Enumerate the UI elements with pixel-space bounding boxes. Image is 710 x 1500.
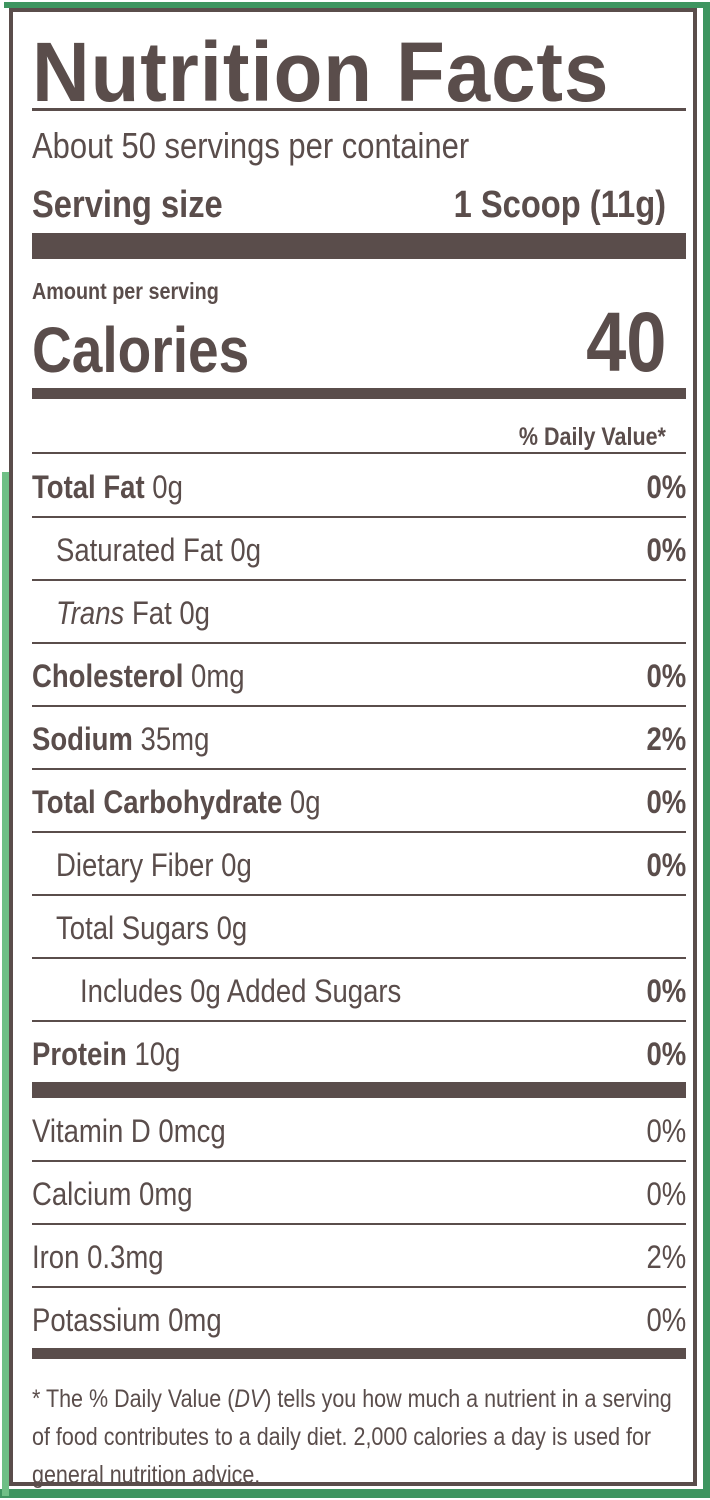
nutrient-amount: 10g	[134, 1036, 181, 1072]
nutrient-row-trans-fat: Trans Fat 0g	[32, 581, 686, 644]
nutrient-amount: 0g	[230, 532, 262, 568]
nutrient-amount: 0g	[152, 469, 183, 505]
footnote-dv-abbr: DV	[234, 1385, 265, 1413]
vitamin-amount: 0mg	[139, 1176, 193, 1212]
footnote-divider	[32, 1348, 686, 1359]
nutrient-dv: 0%	[646, 847, 686, 883]
nutrient-amount: 0g	[216, 910, 248, 946]
nutrient-amount: 35mg	[140, 721, 210, 757]
calories-value: 40	[585, 295, 666, 389]
serving-size-value: 1 Scoop (11g)	[453, 184, 666, 226]
serving-size-label: Serving size	[32, 184, 223, 226]
vitamin-row-potassium: Potassium 0mg 0%	[32, 1288, 686, 1351]
nutrient-row-added-sugars: Includes 0g Added Sugars 0%	[32, 959, 686, 1022]
servings-per-container: About 50 servings per container	[32, 125, 470, 166]
nutrient-amount: 0g	[179, 595, 210, 631]
nutrient-name: Protein	[32, 1036, 127, 1072]
nutrient-name: Dietary Fiber	[56, 847, 214, 883]
vitamin-amount: 0mcg	[158, 1113, 226, 1149]
vitamin-row-iron: Iron 0.3mg 2%	[32, 1225, 686, 1288]
calories-label: Calories	[32, 314, 250, 386]
nutrient-name: Cholesterol	[32, 658, 184, 694]
nutrient-name-italic: Trans	[56, 595, 125, 631]
row-divider	[32, 831, 686, 833]
vitamin-amount: 0.3mg	[87, 1239, 164, 1275]
vitamin-dv: 0%	[646, 1113, 686, 1149]
nutrient-name: Sodium	[32, 721, 133, 757]
row-divider	[32, 768, 686, 770]
thick-divider-serving	[32, 233, 686, 259]
vitamin-name: Potassium	[32, 1302, 161, 1338]
nutrient-row-total-fat: Total Fat 0g 0%	[32, 455, 686, 518]
thick-divider-vitamins	[32, 1082, 686, 1098]
row-divider	[32, 516, 686, 518]
row-divider	[32, 957, 686, 959]
row-divider	[32, 1286, 686, 1288]
row-divider	[32, 1020, 686, 1022]
nutrient-name: Fat	[131, 595, 172, 631]
nutrient-row-total-carbohydrate: Total Carbohydrate 0g 0%	[32, 770, 686, 833]
vitamin-name: Iron	[32, 1239, 80, 1275]
daily-value-header: % Daily Value*	[518, 423, 666, 451]
row-divider	[32, 1160, 686, 1162]
nutrient-name: Saturated Fat	[56, 532, 223, 568]
row-divider	[32, 579, 686, 581]
nutrient-dv: 0%	[646, 1036, 686, 1072]
title-divider	[32, 108, 686, 111]
vitamin-dv: 0%	[646, 1302, 686, 1338]
vitamin-amount: 0mg	[168, 1302, 222, 1338]
nutrition-label: Nutrition Facts About 50 servings per co…	[9, 8, 697, 1489]
frame-green-top	[4, 2, 708, 8]
frame-green-right	[703, 2, 710, 1498]
nutrient-row-dietary-fiber: Dietary Fiber 0g 0%	[32, 833, 686, 896]
footnote-text-1: * The % Daily Value (	[32, 1385, 235, 1413]
nutrient-dv: 0%	[646, 658, 686, 694]
medium-divider-calories	[32, 388, 686, 399]
dv-divider	[32, 452, 686, 454]
row-divider	[32, 642, 686, 644]
nutrient-dv: 0%	[646, 973, 686, 1009]
nutrient-amount: 0g	[221, 847, 252, 883]
vitamin-name: Vitamin D	[32, 1113, 151, 1149]
nutrient-row-saturated-fat: Saturated Fat 0g 0%	[32, 518, 686, 581]
vitamin-name: Calcium	[32, 1176, 132, 1212]
nutrient-name: Total Sugars	[56, 910, 209, 946]
footnote: * The % Daily Value (DV) tells you how m…	[32, 1380, 686, 1494]
row-divider	[32, 705, 686, 707]
nutrient-row-protein: Protein 10g 0%	[32, 1022, 686, 1085]
nutrient-row-cholesterol: Cholesterol 0mg 0%	[32, 644, 686, 707]
nutrient-dv: 0%	[646, 532, 686, 568]
nutrient-dv: 2%	[646, 721, 686, 757]
nutrient-row-total-sugars: Total Sugars 0g	[32, 896, 686, 959]
label-title: Nutrition Facts	[32, 25, 610, 119]
nutrient-name: Includes 0g Added Sugars	[80, 973, 402, 1009]
footnote-text-2: ) tells you how much a nutrient in a ser…	[32, 1385, 672, 1489]
amount-per-serving: Amount per serving	[32, 278, 219, 304]
nutrient-amount: 0g	[289, 784, 321, 820]
vitamin-dv: 0%	[646, 1176, 686, 1212]
nutrient-amount: 0mg	[191, 658, 245, 694]
nutrient-name: Total Fat	[32, 469, 145, 505]
frame-green-bottom	[0, 1489, 710, 1498]
vitamin-row-vitamin-d: Vitamin D 0mcg 0%	[32, 1099, 686, 1162]
row-divider	[32, 1223, 686, 1225]
row-divider	[32, 894, 686, 896]
nutrient-name: Total Carbohydrate	[32, 784, 283, 820]
vitamin-dv: 2%	[646, 1239, 686, 1275]
nutrient-dv: 0%	[646, 784, 686, 820]
nutrient-dv: 0%	[646, 469, 686, 505]
frame-green-left	[2, 472, 9, 1496]
vitamin-row-calcium: Calcium 0mg 0%	[32, 1162, 686, 1225]
nutrient-row-sodium: Sodium 35mg 2%	[32, 707, 686, 770]
